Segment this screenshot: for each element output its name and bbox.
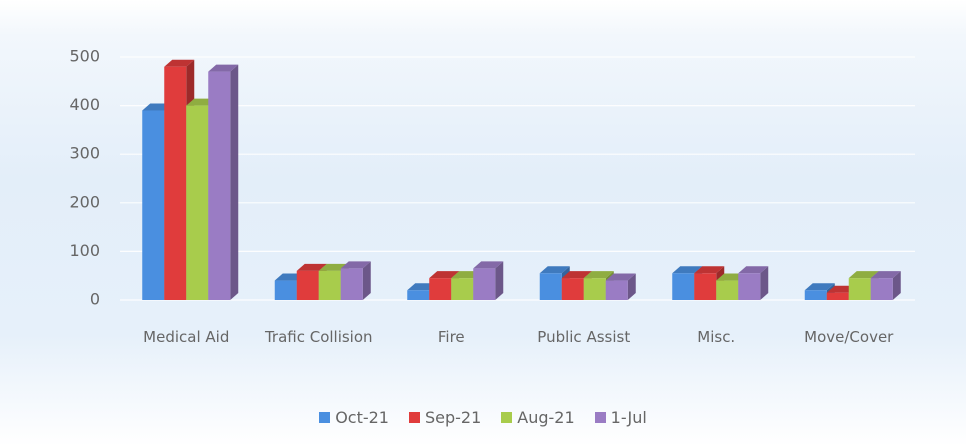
bar-side: [362, 261, 371, 300]
bar: [473, 268, 496, 300]
bar-top: [539, 266, 570, 274]
bar-top: [561, 271, 592, 279]
bar-top: [738, 266, 769, 274]
legend-item: 1-Jul: [594, 408, 647, 427]
y-tick-label: 200: [69, 192, 100, 211]
bar: [848, 278, 871, 300]
x-tick-label: Public Assist: [537, 328, 631, 346]
legend: Oct-21 Sep-21 Aug-21 1-Jul: [0, 408, 966, 427]
bar: [738, 273, 761, 300]
bar: [429, 278, 452, 300]
bar-side: [495, 261, 504, 300]
legend-swatch: [501, 412, 513, 423]
bar: [186, 105, 209, 300]
x-tick-label: Fire: [437, 328, 465, 346]
bar: [672, 273, 695, 300]
bar-top: [694, 266, 725, 274]
bar-top: [870, 271, 901, 279]
x-tick-label: Trafic Collision: [264, 328, 373, 346]
legend-item: Oct-21: [319, 408, 389, 427]
bar: [142, 110, 165, 301]
bar-top: [848, 271, 879, 279]
y-tick-label: 100: [69, 241, 100, 260]
bar-top: [429, 271, 460, 279]
bar-top: [583, 271, 614, 279]
bar: [716, 280, 739, 300]
x-tick-label: Misc.: [697, 328, 736, 346]
bar-top: [340, 261, 371, 269]
bar: [340, 268, 363, 300]
legend-item: Aug-21: [501, 408, 575, 427]
legend-label: 1-Jul: [610, 408, 647, 427]
bar-top: [164, 59, 195, 67]
y-tick-label: 500: [69, 47, 100, 66]
bar: [208, 71, 231, 300]
bar-top: [804, 283, 835, 291]
bar: [694, 273, 717, 300]
bar: [804, 290, 827, 300]
y-tick-label: 0: [90, 290, 100, 309]
legend-item: Sep-21: [408, 408, 482, 427]
bar: [296, 270, 319, 300]
bar: [561, 278, 584, 300]
legend-label: Aug-21: [517, 408, 575, 427]
bar-top: [473, 261, 504, 269]
legend-label: Oct-21: [335, 408, 389, 427]
bar-top: [208, 64, 239, 72]
bar: [407, 290, 430, 300]
x-tick-label: Move/Cover: [804, 328, 894, 346]
legend-swatch: [594, 412, 606, 423]
bar-side: [760, 266, 769, 300]
bar: [164, 66, 187, 300]
y-tick-label: 300: [69, 144, 100, 163]
bar-top: [672, 266, 703, 274]
bar: [539, 273, 562, 300]
bar-side: [892, 271, 901, 300]
bar-top: [605, 273, 636, 281]
bar: [583, 278, 606, 300]
bar-side: [627, 273, 636, 300]
x-tick-label: Medical Aid: [143, 328, 230, 346]
legend-swatch: [408, 412, 420, 423]
bar: [870, 278, 893, 300]
legend-label: Sep-21: [424, 408, 482, 427]
bar: [451, 278, 474, 300]
bar: [274, 280, 297, 300]
y-tick-label: 400: [69, 95, 100, 114]
bar: [318, 270, 341, 300]
bar: [826, 292, 849, 300]
bar-side: [230, 64, 239, 300]
bar: [605, 280, 628, 300]
legend-swatch: [319, 412, 331, 423]
bar-top: [296, 263, 327, 271]
